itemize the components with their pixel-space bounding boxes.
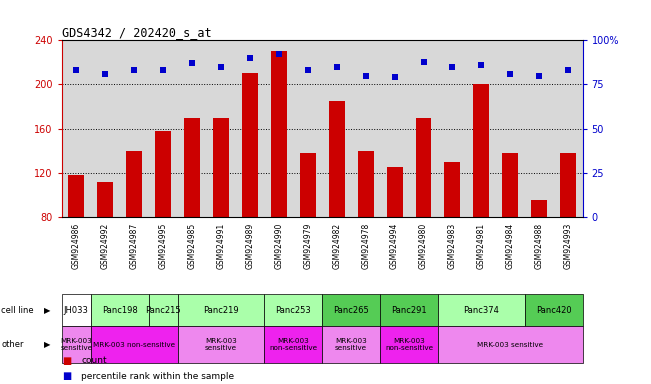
Bar	[322, 326, 380, 363]
Bar	[271, 51, 287, 217]
Point	[215, 64, 226, 70]
Text: GSM924982: GSM924982	[332, 223, 341, 269]
Text: ▶: ▶	[44, 340, 51, 349]
Bar	[62, 326, 90, 363]
Point	[419, 58, 429, 65]
Text: GSM924981: GSM924981	[477, 223, 486, 269]
Bar	[415, 118, 432, 217]
Bar	[531, 200, 547, 217]
Bar	[148, 294, 178, 326]
Bar	[525, 294, 583, 326]
Text: GSM924993: GSM924993	[564, 223, 573, 270]
Text: MRK-003 sensitive: MRK-003 sensitive	[477, 342, 544, 348]
Bar	[155, 131, 171, 217]
Text: cell line: cell line	[1, 306, 34, 314]
Text: GSM924980: GSM924980	[419, 223, 428, 269]
Text: Panc291: Panc291	[391, 306, 427, 314]
Text: ■: ■	[62, 371, 71, 381]
Text: MRK-003
sensitive: MRK-003 sensitive	[335, 338, 367, 351]
Point	[129, 67, 139, 73]
Text: Panc219: Panc219	[203, 306, 239, 314]
Bar	[178, 294, 264, 326]
Text: Panc215: Panc215	[145, 306, 181, 314]
Bar	[561, 153, 576, 217]
Bar	[300, 153, 316, 217]
Point	[331, 64, 342, 70]
Bar	[329, 101, 344, 217]
Text: GSM924989: GSM924989	[245, 223, 255, 269]
Bar	[387, 167, 402, 217]
Text: GSM924994: GSM924994	[390, 223, 399, 270]
Bar	[438, 326, 583, 363]
Point	[361, 73, 371, 79]
Text: Panc374: Panc374	[464, 306, 499, 314]
Point	[187, 60, 197, 66]
Bar	[68, 175, 84, 217]
Bar	[178, 326, 264, 363]
Bar	[62, 294, 90, 326]
Text: GSM924986: GSM924986	[72, 223, 81, 269]
Text: Panc420: Panc420	[536, 306, 572, 314]
Bar	[380, 294, 438, 326]
Point	[273, 51, 284, 58]
Point	[303, 67, 313, 73]
Text: Panc265: Panc265	[333, 306, 369, 314]
Text: Panc198: Panc198	[102, 306, 137, 314]
Text: GSM924988: GSM924988	[534, 223, 544, 269]
Bar	[357, 151, 374, 217]
Bar	[97, 182, 113, 217]
Bar	[90, 294, 148, 326]
Text: GSM924984: GSM924984	[506, 223, 515, 269]
Bar	[126, 151, 142, 217]
Bar	[184, 118, 200, 217]
Point	[389, 74, 400, 81]
Bar	[213, 118, 229, 217]
Text: GSM924983: GSM924983	[448, 223, 457, 269]
Bar	[90, 326, 178, 363]
Bar	[322, 294, 380, 326]
Bar	[445, 162, 460, 217]
Text: MRK-003
non-sensitive: MRK-003 non-sensitive	[270, 338, 318, 351]
Text: MRK-003
non-sensitive: MRK-003 non-sensitive	[385, 338, 433, 351]
Text: GSM924978: GSM924978	[361, 223, 370, 269]
Point	[245, 55, 255, 61]
Text: GSM924985: GSM924985	[187, 223, 197, 269]
Point	[100, 71, 111, 77]
Point	[447, 64, 458, 70]
Point	[71, 67, 81, 73]
Point	[505, 71, 516, 77]
Text: GSM924995: GSM924995	[159, 223, 167, 270]
Bar	[438, 294, 525, 326]
Text: count: count	[81, 356, 107, 366]
Text: MRK-003
sensitive: MRK-003 sensitive	[205, 338, 237, 351]
Text: percentile rank within the sample: percentile rank within the sample	[81, 372, 234, 381]
Text: MRK-003 non-sensitive: MRK-003 non-sensitive	[93, 342, 175, 348]
Text: ▶: ▶	[44, 306, 51, 314]
Text: ■: ■	[62, 356, 71, 366]
Point	[563, 67, 574, 73]
Bar	[264, 294, 322, 326]
Text: GSM924987: GSM924987	[130, 223, 139, 269]
Bar	[503, 153, 518, 217]
Text: JH033: JH033	[64, 306, 89, 314]
Point	[476, 62, 486, 68]
Text: GSM924992: GSM924992	[101, 223, 110, 269]
Point	[158, 67, 169, 73]
Text: GDS4342 / 202420_s_at: GDS4342 / 202420_s_at	[62, 26, 212, 39]
Bar	[380, 326, 438, 363]
Text: other: other	[1, 340, 24, 349]
Text: GSM924979: GSM924979	[303, 223, 312, 270]
Text: MRK-003
sensitive: MRK-003 sensitive	[61, 338, 92, 351]
Bar	[473, 84, 490, 217]
Text: GSM924990: GSM924990	[274, 223, 283, 270]
Text: Panc253: Panc253	[275, 306, 311, 314]
Text: GSM924991: GSM924991	[217, 223, 225, 269]
Bar	[264, 326, 322, 363]
Bar	[242, 73, 258, 217]
Point	[534, 73, 544, 79]
